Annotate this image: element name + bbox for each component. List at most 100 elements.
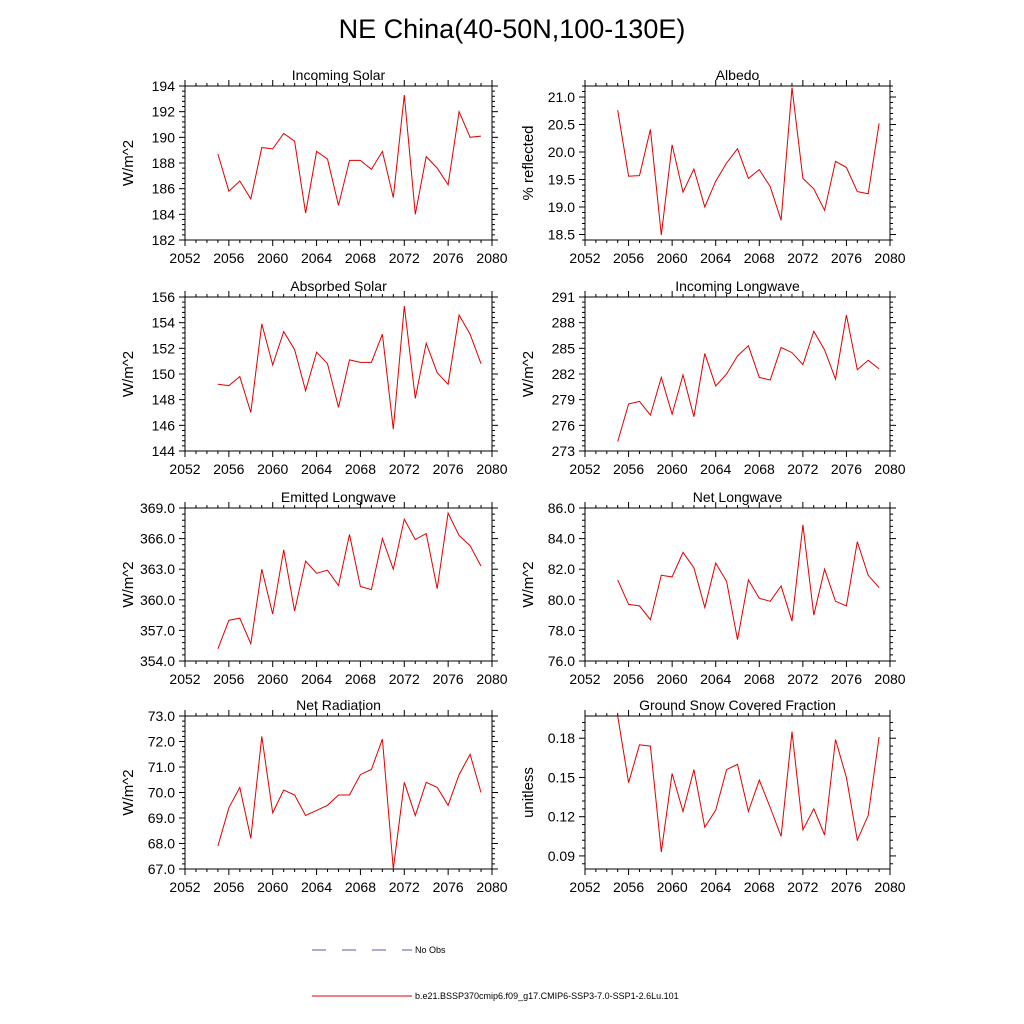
x-tick-label: 2052	[569, 461, 600, 477]
data-point	[769, 185, 771, 187]
x-tick-label: 2064	[301, 250, 332, 266]
data-point	[217, 153, 219, 155]
data-point	[660, 851, 662, 853]
panel-title: Net Longwave	[693, 489, 783, 505]
legend-no-obs-label: No Obs	[415, 945, 446, 955]
x-tick-label: 2076	[433, 879, 464, 895]
y-tick-label: 288	[552, 315, 576, 331]
data-point	[326, 158, 328, 160]
data-point	[250, 411, 252, 413]
y-tick-label: 0.15	[548, 769, 575, 785]
data-point	[758, 168, 760, 170]
data-point	[747, 177, 749, 179]
data-point	[725, 580, 727, 582]
data-point	[447, 184, 449, 186]
data-point	[272, 812, 274, 814]
data-point	[261, 146, 263, 148]
y-tick-label: 291	[552, 289, 576, 305]
data-point	[791, 620, 793, 622]
series-line	[617, 87, 880, 236]
data-point	[856, 190, 858, 192]
data-point	[791, 351, 793, 353]
chart-panel-5: Emitted Longwave W/m^2 2052 2056 2060 2064 206…	[120, 489, 508, 687]
data-point	[403, 94, 405, 96]
data-point	[845, 776, 847, 778]
x-tick-label: 2052	[569, 671, 600, 687]
data-point	[315, 572, 317, 574]
y-tick-label: 184	[152, 206, 176, 222]
chart-panel-7: Net Radiation W/m^2 2052 2056 2060 2064 2068 20…	[120, 697, 508, 895]
chart-panel-4: Incoming Longwave W/m^2 2052 2056 2060 2064 20…	[520, 278, 906, 477]
data-point	[392, 196, 394, 198]
data-point	[436, 167, 438, 169]
y-tick-label: 70.0	[148, 785, 175, 801]
data-point	[638, 605, 640, 607]
data-point	[617, 579, 619, 581]
data-point	[671, 772, 673, 774]
data-point	[660, 234, 662, 236]
series-line	[217, 94, 482, 215]
data-point	[736, 148, 738, 150]
panel-title: Ground Snow Covered Fraction	[639, 697, 836, 713]
panel-title: Incoming Solar	[292, 67, 386, 83]
data-point	[337, 204, 339, 206]
data-point	[403, 305, 405, 307]
x-tick-label: 2056	[613, 879, 644, 895]
legend: No Obs b.e21.BSSP370cmip6.f09_g17.CMIP6-S…	[312, 945, 679, 1001]
x-tick-label: 2072	[389, 879, 420, 895]
data-point	[261, 323, 263, 325]
data-point	[315, 351, 317, 353]
x-tick-label: 2068	[744, 671, 775, 687]
series-line	[617, 715, 880, 853]
data-point	[250, 198, 252, 200]
data-point	[239, 617, 241, 619]
x-tick-label: 2056	[613, 671, 644, 687]
x-tick-label: 2056	[613, 461, 644, 477]
plot-frame	[184, 296, 493, 452]
data-point	[693, 567, 695, 569]
data-point	[834, 378, 836, 380]
y-axis-label: W/m^2	[120, 140, 137, 186]
plot-frame	[184, 85, 493, 241]
data-point	[272, 148, 274, 150]
data-point	[447, 383, 449, 385]
data-point	[769, 379, 771, 381]
y-tick-label: 76.0	[548, 653, 575, 669]
data-point	[856, 541, 858, 543]
panel-title: Net Radiation	[296, 697, 381, 713]
data-point	[715, 385, 717, 387]
y-tick-label: 152	[152, 340, 176, 356]
data-point	[867, 359, 869, 361]
data-point	[649, 619, 651, 621]
data-point	[304, 212, 306, 214]
data-point	[736, 763, 738, 765]
x-tick-label: 2060	[657, 879, 688, 895]
x-tick-label: 2072	[787, 879, 818, 895]
x-tick-label: 2064	[700, 250, 731, 266]
y-tick-label: 369.0	[140, 500, 175, 516]
y-tick-label: 20.0	[548, 144, 575, 160]
x-tick-label: 2080	[476, 879, 507, 895]
x-tick-label: 2064	[700, 879, 731, 895]
data-point	[326, 363, 328, 365]
data-point	[627, 175, 629, 177]
data-point	[715, 180, 717, 182]
data-point	[867, 193, 869, 195]
data-point	[469, 545, 471, 547]
x-tick-label: 2052	[169, 671, 200, 687]
data-point	[769, 600, 771, 602]
y-tick-label: 154	[152, 315, 176, 331]
data-point	[780, 346, 782, 348]
y-tick-label: 273	[552, 443, 576, 459]
x-tick-label: 2052	[169, 250, 200, 266]
data-point	[403, 781, 405, 783]
plot-frame	[584, 296, 891, 452]
data-point	[348, 533, 350, 535]
data-point	[425, 532, 427, 534]
data-point	[867, 574, 869, 576]
series-line	[217, 736, 482, 870]
x-tick-label: 2052	[569, 250, 600, 266]
series-line	[617, 524, 880, 640]
y-tick-label: 72.0	[148, 734, 175, 750]
x-tick-label: 2068	[345, 461, 376, 477]
